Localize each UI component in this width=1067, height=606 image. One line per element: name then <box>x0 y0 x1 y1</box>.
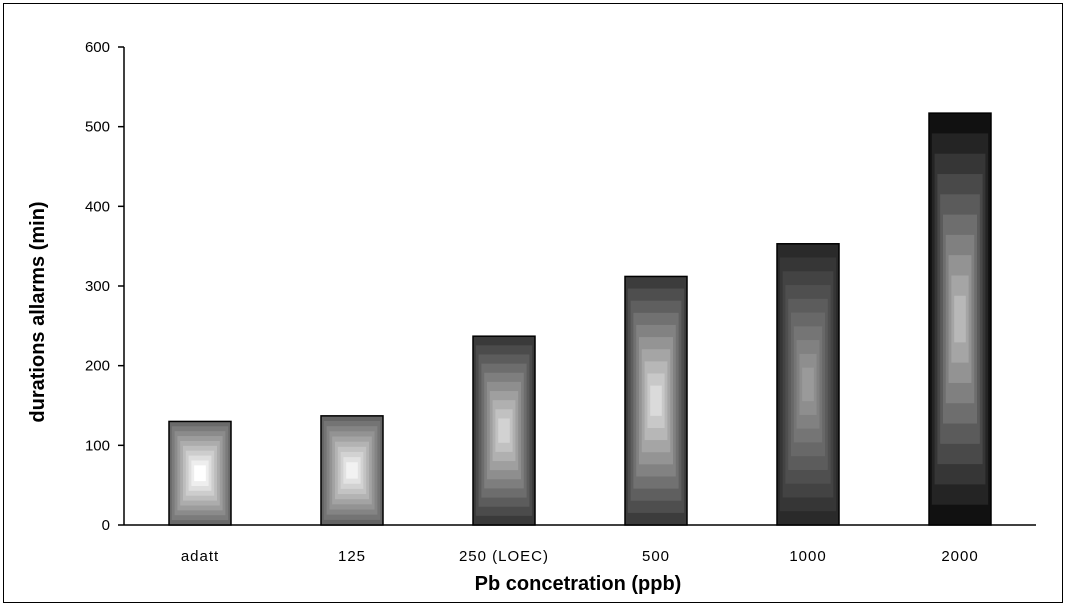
bars <box>168 112 992 526</box>
y-tick-label: 400 <box>85 198 110 215</box>
x-tick-label: 2000 <box>941 548 978 565</box>
y-axis-title: durations allarms (min) <box>27 201 49 422</box>
y-tick-label: 200 <box>85 358 110 375</box>
y-tick-label: 500 <box>85 119 110 136</box>
bar-shade-layer <box>954 295 966 343</box>
bar <box>776 243 840 526</box>
bar-shade-layer <box>194 465 206 482</box>
bar-outline <box>776 243 840 526</box>
x-tick-label: 250 (LOEC) <box>459 548 549 565</box>
bar-chart: 0 100 200 300 400 500 600 adatt 125 250 (LOEC) 50… <box>27 39 1036 595</box>
bar <box>168 420 232 526</box>
bar-shade-layer <box>802 367 814 402</box>
bar <box>624 275 688 526</box>
y-tick-label: 0 <box>102 517 110 534</box>
y-ticks: 0 100 200 300 400 500 600 <box>85 39 124 534</box>
y-tick-label: 600 <box>85 39 110 56</box>
x-axis-title: Pb concetration (ppb) <box>475 573 682 595</box>
chart-frame: 0 100 200 300 400 500 600 adatt 125 250 (LOEC) 50… <box>3 3 1063 603</box>
y-tick-label: 100 <box>85 437 110 454</box>
bar <box>320 415 384 526</box>
bar-outline <box>472 335 536 526</box>
axes <box>123 47 1036 526</box>
bar-outline <box>320 415 384 526</box>
bar <box>472 335 536 526</box>
x-tick-label: 125 <box>338 548 366 565</box>
bar <box>928 112 992 526</box>
bar-outline <box>168 420 232 526</box>
bar-outline <box>928 112 992 526</box>
bar-shade-layer <box>498 418 510 443</box>
x-tick-label: adatt <box>181 548 219 565</box>
x-ticks: adatt 125 250 (LOEC) 500 1000 2000 <box>181 548 978 565</box>
y-tick-label: 300 <box>85 278 110 295</box>
x-tick-label: 1000 <box>789 548 826 565</box>
bar-outline <box>624 275 688 526</box>
x-tick-label: 500 <box>642 548 670 565</box>
bar-shade-layer <box>346 462 358 479</box>
bar-shade-layer <box>650 385 662 416</box>
